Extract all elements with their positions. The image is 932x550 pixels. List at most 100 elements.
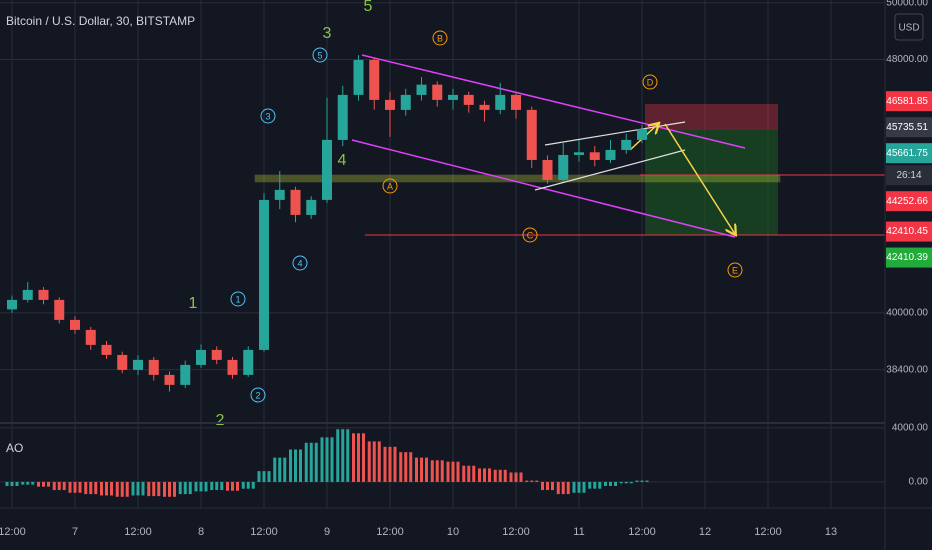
candle-body [479,104,490,110]
ao-bar [68,481,72,493]
ao-bar [152,481,156,497]
price-label: 42410.39 [886,252,928,263]
ao-bar [188,481,192,495]
wave-label: 4 [297,258,302,268]
ao-bar [78,481,82,493]
drawings [254,54,885,238]
ao-pane [5,429,649,497]
ao-bar [440,460,444,482]
y-tick-label: 38400.00 [886,364,928,375]
ao-bar [566,481,570,495]
candle-body [495,94,506,110]
ao-bar [372,441,376,482]
arrow [664,123,735,234]
wave-label: D [647,77,654,87]
candle-body [211,349,222,360]
currency-box[interactable] [894,13,924,41]
candle-body [322,139,332,200]
candle-body [54,299,65,320]
wave-label: B [437,33,443,43]
candle-body [542,159,553,180]
ao-bar [168,481,171,497]
candle-body [448,94,458,100]
y-tick-label: 40000.00 [886,308,928,319]
ao-bar [635,480,639,482]
ao-bar [472,465,476,482]
ao-bar [456,461,460,482]
candle-body [432,84,443,100]
price-label: 45735.51 [886,122,928,133]
currency[interactable]: USD [898,23,919,34]
ao-bar [593,481,597,489]
ao-bar [509,472,513,482]
ao-bar [425,457,428,482]
ao-bar [289,449,292,482]
price-label-bg [886,91,932,112]
ao-bar [183,481,187,495]
x-tick-label: 12 [699,526,711,538]
ao-bar [415,457,418,482]
ao-bar [115,481,119,497]
ao-bar [136,481,140,496]
x-tick-label: 10 [447,526,459,538]
ao-bar [541,481,544,491]
ao-bar [483,468,486,482]
ao-bar [604,481,607,486]
stop-zone [645,104,778,130]
ao-bar [220,481,224,491]
candle-body [416,84,427,95]
candle-body [589,152,600,160]
ao-bar [614,481,617,486]
chart-title: Bitcoin / U.S. Dollar, 30, BITSTAMP [6,14,195,28]
ao-bar [251,481,255,489]
ao-bar [5,481,9,486]
ao-bar [383,446,387,482]
ao-bar [546,481,549,491]
ao-bar [163,481,166,497]
price-label: 42410.45 [886,226,928,237]
wave-circle [522,227,538,243]
ao-bar [52,481,56,491]
wedge-line [544,121,686,146]
ao-bar [278,457,282,482]
ao-bar [462,465,466,482]
target-zone [645,130,778,235]
ao-bar [210,481,214,491]
candle-body [180,364,191,385]
wave-label: 5 [317,50,322,60]
x-tick-label: 12:00 [124,526,152,538]
ao-bar [157,481,161,497]
ao-bar [57,481,61,491]
ao-bar [246,481,250,489]
ao-bar [294,449,297,482]
ao-bar [624,481,628,484]
candle-body [526,109,537,160]
ao-bar [304,442,308,482]
x-tick-label: 12:00 [502,526,530,538]
ao-bar [619,481,623,484]
ao-bar [388,446,392,482]
ao-bar [493,469,497,482]
ao-bar [409,452,413,482]
wave-label: 2 [216,412,225,429]
candle-body [463,94,474,105]
candle-body [637,128,647,140]
ao-bar [89,481,93,495]
wedge-line [534,149,686,191]
candle-body [511,94,521,110]
wave-circle [260,108,276,124]
ao-bar [572,481,576,493]
x-tick-label: 8 [198,526,204,538]
ao-bar [352,433,355,482]
ao-bar [556,481,560,495]
ao-bar [430,460,434,482]
ao-bar [231,481,234,491]
x-tick-label: 12:00 [628,526,656,538]
ao-bar [404,452,408,482]
ao-bar [204,481,208,492]
wave-circle [432,30,448,46]
countdown: 26:14 [896,170,921,181]
ao-bar [37,481,40,487]
ao-bar [551,481,554,491]
